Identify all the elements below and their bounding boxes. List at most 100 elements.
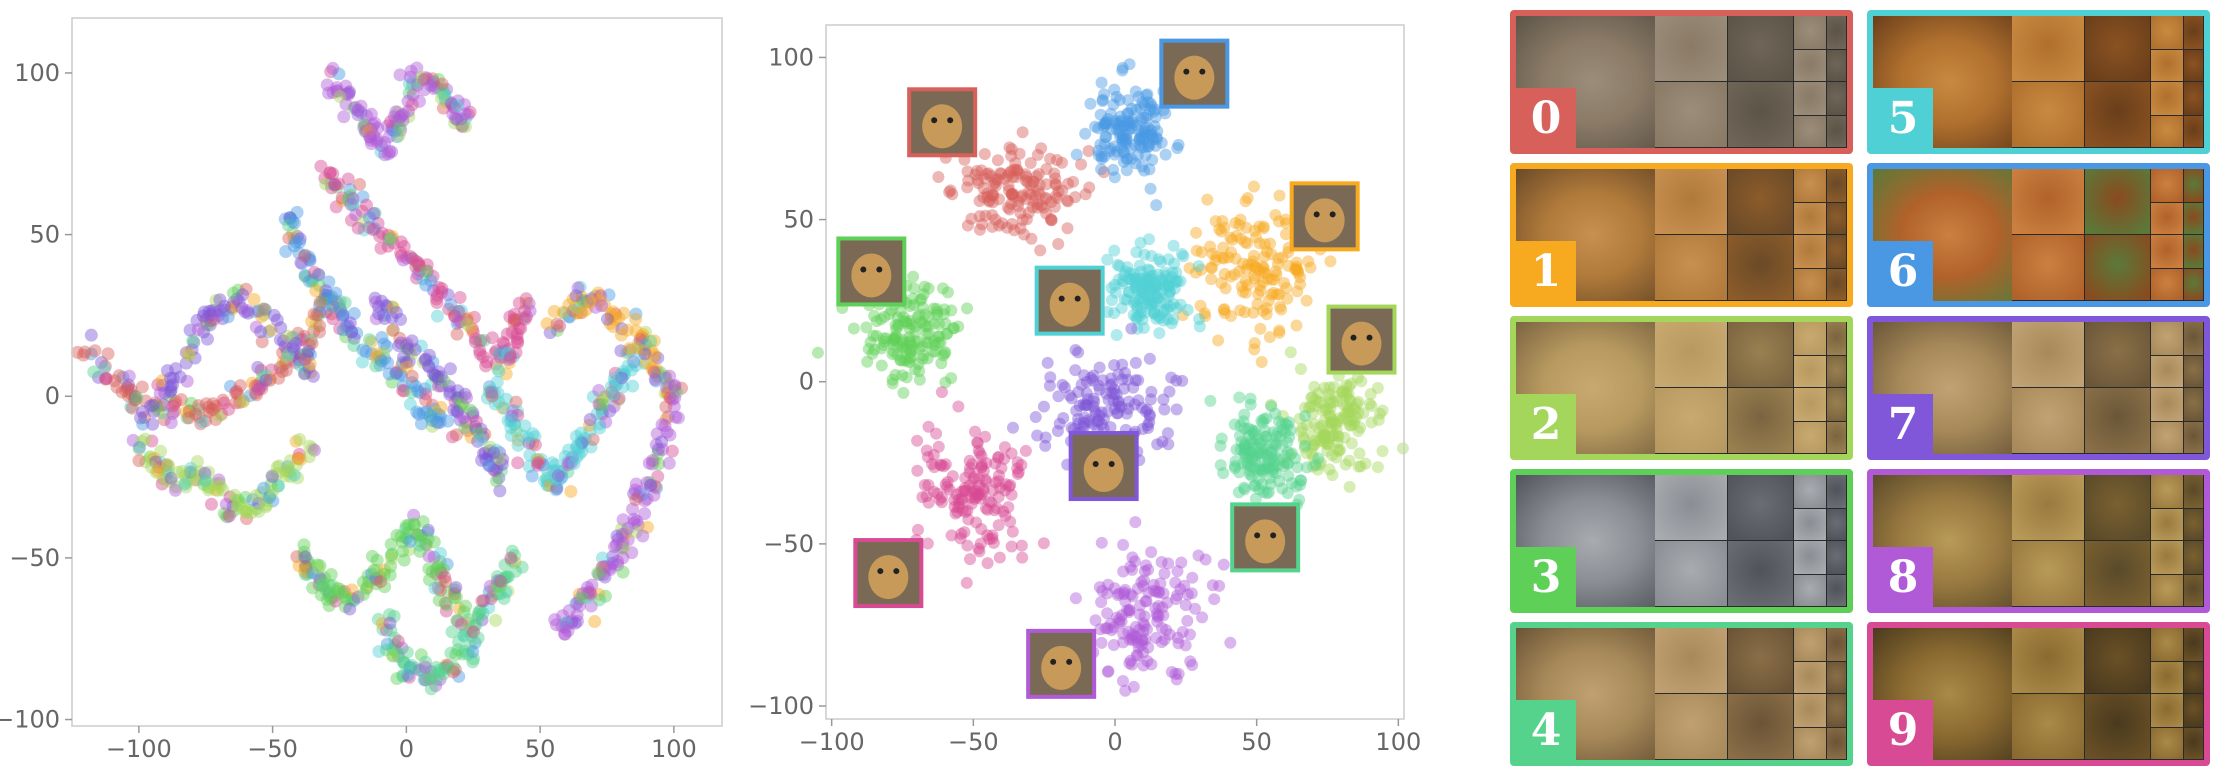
sample-thumbnail bbox=[1727, 169, 1794, 234]
scatter-point bbox=[1253, 483, 1266, 496]
scatter-point bbox=[1239, 195, 1252, 208]
scatter-point bbox=[595, 405, 609, 419]
scatter-point bbox=[305, 314, 319, 328]
scatter-point bbox=[1350, 397, 1363, 410]
scatter-point bbox=[287, 353, 301, 367]
scatter-point bbox=[1119, 595, 1132, 608]
scatter-point bbox=[400, 341, 414, 355]
scatter-point bbox=[1311, 463, 1324, 476]
scatter-point bbox=[1124, 560, 1137, 573]
scatter-point bbox=[596, 397, 610, 411]
scatter-point bbox=[866, 347, 879, 360]
scatter-point bbox=[434, 379, 448, 393]
scatter-point bbox=[378, 136, 392, 150]
scatter-point bbox=[1048, 167, 1061, 180]
scatter-point bbox=[1117, 565, 1130, 578]
scatter-point bbox=[616, 536, 630, 550]
scatter-point bbox=[1117, 155, 1130, 168]
scatter-point bbox=[1126, 631, 1139, 644]
scatter-point bbox=[638, 507, 652, 521]
scatter-point bbox=[494, 574, 508, 588]
scatter-point bbox=[635, 332, 649, 346]
scatter-point bbox=[1012, 466, 1025, 479]
scatter-point bbox=[1079, 188, 1092, 201]
scatter-point bbox=[1124, 142, 1137, 155]
scatter-point bbox=[1113, 400, 1126, 413]
scatter-point bbox=[478, 446, 492, 460]
scatter-point bbox=[1136, 96, 1149, 109]
scatter-point bbox=[385, 311, 399, 325]
scatter-point bbox=[339, 330, 353, 344]
scatter-point bbox=[617, 542, 631, 556]
scatter-point bbox=[291, 471, 305, 485]
scatter-point bbox=[1345, 437, 1358, 450]
scatter-point bbox=[1138, 288, 1151, 301]
scatter-point bbox=[969, 168, 982, 181]
scatter-point bbox=[1141, 284, 1154, 297]
scatter-point bbox=[490, 574, 504, 588]
scatter-point bbox=[1147, 105, 1160, 118]
scatter-point bbox=[241, 306, 255, 320]
scatter-point bbox=[110, 380, 124, 394]
scatter-point bbox=[164, 471, 178, 485]
scatter-point bbox=[550, 482, 564, 496]
scatter-point bbox=[1119, 132, 1132, 145]
scatter-point bbox=[1342, 387, 1355, 400]
scatter-point bbox=[1004, 515, 1017, 528]
scatter-point bbox=[1270, 467, 1283, 480]
scatter-point bbox=[1248, 224, 1261, 237]
scatter-point bbox=[1273, 326, 1286, 339]
scatter-point bbox=[251, 360, 265, 374]
scatter-point bbox=[401, 668, 415, 682]
scatter-point bbox=[467, 310, 481, 324]
scatter-point bbox=[905, 339, 918, 352]
scatter-point bbox=[1239, 274, 1252, 287]
scatter-point bbox=[450, 112, 464, 126]
scatter-point bbox=[1306, 447, 1319, 460]
scatter-point bbox=[390, 130, 404, 144]
scatter-point bbox=[1230, 229, 1243, 242]
scatter-point bbox=[651, 351, 665, 365]
sample-thumbnail bbox=[2151, 728, 2184, 759]
scatter-point bbox=[905, 318, 918, 331]
scatter-point bbox=[1144, 295, 1157, 308]
scatter-point bbox=[995, 167, 1008, 180]
sample-thumbnail bbox=[1794, 269, 1827, 300]
scatter-point bbox=[1264, 398, 1277, 411]
sample-thumbnail bbox=[1655, 82, 1727, 147]
scatter-point bbox=[294, 333, 308, 347]
x-tick-label: −50 bbox=[948, 728, 999, 756]
scatter-point bbox=[233, 496, 247, 510]
scatter-point bbox=[458, 98, 472, 112]
scatter-point bbox=[1056, 184, 1069, 197]
sample-thumbnail bbox=[2184, 728, 2203, 759]
scatter-point bbox=[935, 459, 948, 472]
scatter-point bbox=[992, 519, 1005, 532]
scatter-point bbox=[1238, 441, 1251, 454]
scatter-point bbox=[612, 391, 626, 405]
scatter-point bbox=[420, 405, 434, 419]
scatter-point bbox=[1123, 603, 1136, 616]
scatter-point bbox=[1279, 213, 1292, 226]
scatter-point bbox=[340, 592, 354, 606]
scatter-point bbox=[575, 591, 589, 605]
scatter-point bbox=[338, 585, 352, 599]
scatter-point bbox=[1024, 156, 1037, 169]
sample-thumbnail bbox=[2084, 541, 2151, 606]
scatter-point bbox=[1300, 294, 1313, 307]
scatter-point bbox=[1162, 273, 1175, 286]
scatter-point bbox=[1201, 193, 1214, 206]
scatter-point bbox=[1245, 470, 1258, 483]
scatter-point bbox=[631, 337, 645, 351]
scatter-point bbox=[1238, 306, 1251, 319]
scatter-point bbox=[338, 600, 352, 614]
scatter-point bbox=[430, 415, 444, 429]
scatter-point bbox=[240, 304, 254, 318]
scatter-point bbox=[939, 458, 952, 471]
scatter-point bbox=[945, 529, 958, 542]
scatter-point bbox=[1257, 485, 1270, 498]
scatter-point bbox=[1272, 252, 1285, 265]
scatter-point bbox=[385, 300, 399, 314]
scatter-point bbox=[958, 526, 971, 539]
scatter-point bbox=[270, 313, 284, 327]
